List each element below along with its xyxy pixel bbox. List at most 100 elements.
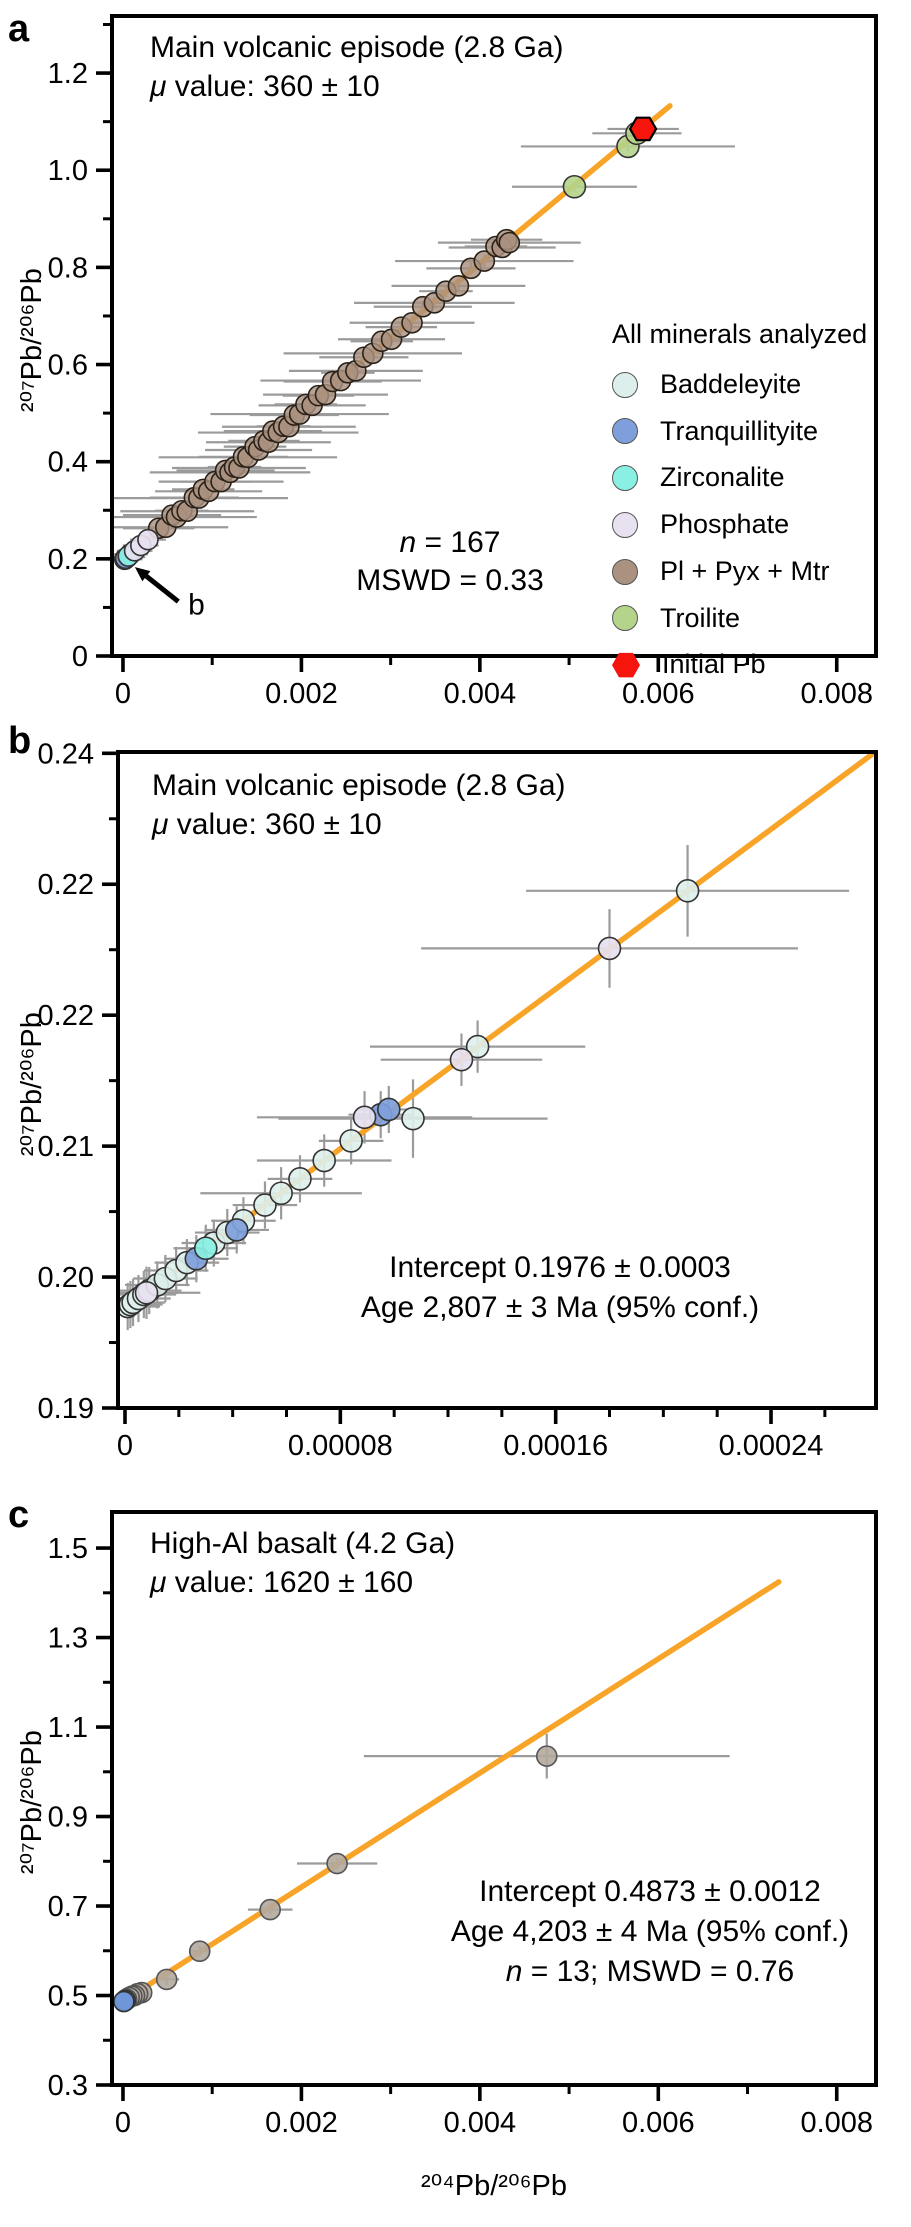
data-point (447, 275, 470, 297)
legend-item-initial-pb: Initial Pb (612, 648, 902, 682)
plot-area-0 (112, 103, 736, 571)
data-point (326, 1852, 348, 1875)
data-point-initial-pb (628, 116, 658, 142)
legend-item-tranquillityite: Tranquillityite (612, 415, 902, 449)
mu-value: value: 360 ± 10 (168, 808, 382, 841)
legend-title: All minerals analyzed (612, 319, 868, 349)
circle-swatch-icon (612, 605, 638, 632)
panel-b-annotation: Intercept 0.1976 ± 0.0003 Age 2,807 ± 3 … (330, 1248, 790, 1328)
data-point (224, 1218, 249, 1242)
panel-b-y-axis-title: ²⁰⁷Pb/²⁰⁶Pb (15, 1012, 48, 1157)
panel-c-intercept: Intercept 0.4873 ± 0.0012 (479, 1875, 821, 1908)
plot-area-1 (118, 752, 876, 1331)
y-tick-label: 1.3 (48, 1623, 88, 1655)
x-tick-label: 0 (117, 1430, 133, 1462)
n-symbol: n (505, 1955, 523, 1988)
y-tick-label: 0.24 (38, 738, 94, 770)
legend-item-baddeleyite: Baddeleyite (612, 368, 902, 402)
panel-b-subtitle: μ value: 360 ± 10 (152, 805, 566, 844)
legend-item-label: Baddeleyite (660, 368, 802, 399)
y-tick-label: 0.8 (48, 252, 88, 284)
legend-item-label: Pl + Pyx + Mtr (660, 555, 830, 586)
data-point (376, 1097, 401, 1122)
y-tick-label: 0.3 (48, 2070, 88, 2102)
mu-value: value: 360 ± 10 (166, 70, 380, 103)
panel-c-n-mswd: n = 13; MSWD = 0.76 (420, 1952, 880, 1992)
data-point (312, 1148, 336, 1173)
x-axis-title: ²⁰⁴Pb/²⁰⁶Pb (421, 2170, 567, 2202)
arrow-to-b-icon (141, 571, 180, 604)
y-tick-label: 0.19 (38, 1393, 94, 1425)
panel-a-subtitle: μ value: 360 ± 10 (150, 67, 564, 106)
circle-swatch-icon (612, 418, 638, 445)
x-tick-label: 0.002 (265, 2107, 338, 2139)
data-point (473, 250, 496, 272)
y-tick-label: 0.4 (48, 447, 88, 479)
x-tick-label: 0 (115, 2107, 131, 2139)
panel-c-y-axis-title: ²⁰⁷Pb/²⁰⁶Pb (15, 1730, 48, 1875)
x-tick-label: 0.006 (622, 678, 695, 710)
y-tick-label: 0.20 (38, 1262, 94, 1294)
panel-a-title-block: Main volcanic episode (2.8 Ga) μ value: … (150, 28, 564, 106)
minerals-legend: All minerals analyzed Baddeleyite Tranqui… (612, 318, 902, 695)
legend-item-label: Tranquillityite (660, 415, 819, 446)
panel-b-title-block: Main volcanic episode (2.8 Ga) μ value: … (152, 766, 566, 844)
x-tick-label: 0.008 (800, 2107, 873, 2139)
panel-b-letter: b (8, 720, 32, 762)
y-tick-label: 1.0 (48, 155, 88, 187)
data-point (675, 878, 700, 903)
data-point (498, 231, 521, 254)
data-point (597, 936, 622, 961)
y-tick-label: 0.7 (48, 1891, 88, 1923)
panel-a-y-axis-title: ²⁰⁷Pb/²⁰⁶Pb (15, 268, 48, 413)
panel-c-age: Age 4,203 ± 4 Ma (95% conf.) (450, 1915, 850, 1948)
panel-a-mswd: MSWD = 0.33 (356, 564, 544, 597)
data-point (449, 1047, 474, 1072)
legend-item-zirconalite: Zirconalite (612, 461, 902, 495)
data-point (269, 1181, 293, 1206)
data-point (352, 1105, 377, 1130)
y-tick-label: 0.9 (48, 1802, 88, 1834)
panel-b-intercept: Intercept 0.1976 ± 0.0003 (389, 1251, 731, 1284)
y-tick-label: 0.21 (38, 1131, 94, 1163)
legend-item-label: Troilite (660, 602, 741, 633)
hexagon-swatch-icon (612, 652, 640, 678)
legend-items: Baddeleyite Tranquillityite Zirconalite Pho… (612, 368, 902, 682)
legend-item-phosphate: Phosphate (612, 508, 902, 542)
panel-a-letter: a (8, 8, 30, 50)
circle-swatch-icon (612, 371, 638, 398)
data-point (155, 1968, 178, 1991)
x-tick-label: 0.00008 (288, 1430, 393, 1462)
y-tick-label: 0.6 (48, 350, 88, 382)
x-tick-label: 0.004 (444, 678, 517, 710)
x-tick-label: 0.002 (265, 678, 338, 710)
x-tick-label: 0 (115, 678, 131, 710)
legend-item-label: Zirconalite (660, 462, 785, 493)
circle-swatch-icon (612, 465, 638, 492)
circle-swatch-icon (612, 558, 638, 585)
data-point (137, 528, 159, 551)
mu-value: value: 1620 ± 160 (166, 1566, 414, 1599)
plot-frame (110, 14, 878, 658)
isochron-line (120, 1579, 782, 2004)
data-point (188, 1940, 211, 1963)
data-point (259, 1898, 281, 1921)
x-tick-label: 0.00016 (503, 1430, 608, 1462)
data-point (401, 1106, 425, 1131)
n-value: = 167 (416, 526, 501, 559)
data-point (562, 174, 587, 199)
x-tick-label: 0.006 (622, 2107, 695, 2139)
arrow-label: b (188, 589, 205, 622)
panel-a-n: n = 167 (310, 524, 590, 562)
panel-c-annotation: Intercept 0.4873 ± 0.0012 Age 4,203 ± 4 … (420, 1872, 880, 1992)
y-tick-label: 0.22 (38, 1000, 94, 1032)
y-tick-label: 1.1 (48, 1712, 88, 1744)
data-point (401, 311, 423, 334)
arrowhead-icon (134, 567, 151, 582)
y-tick-label: 1.2 (48, 58, 88, 90)
panel-b-age: Age 2,807 ± 3 Ma (95% conf.) (360, 1291, 760, 1324)
y-tick-label: 0.5 (48, 1981, 88, 2013)
data-point (193, 1236, 218, 1261)
